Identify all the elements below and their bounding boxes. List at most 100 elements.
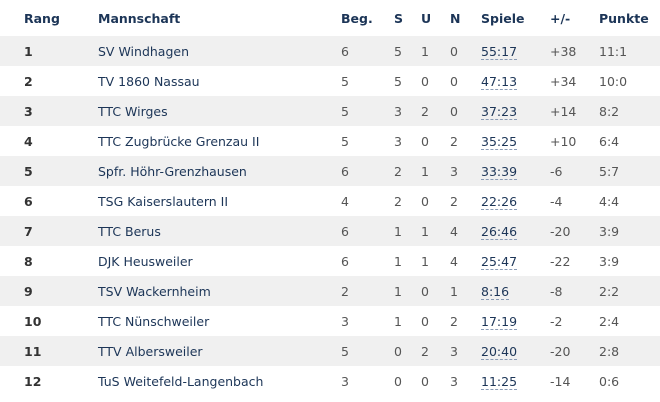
cell-spiele: 22:26 [481,186,550,216]
cell-diff: +38 [550,43,577,59]
cell-punkte: 3:9 [599,223,620,239]
table-row: 4 TTC Zugbrücke Grenzau II 5 3 0 2 35:25 +10 6:4 [0,126,660,156]
cell-punkte: 11:1 [599,43,628,59]
cell-n: 4 [450,223,458,239]
cell-s: 0 [394,373,402,389]
cell-u: 1 [421,223,429,239]
cell-s: 0 [394,343,402,359]
table-row: 7 TTC Berus 6 1 1 4 26:46 -20 3:9 [0,216,660,246]
header-spiele: Spiele [481,10,525,26]
cell-u: 0 [421,283,429,299]
header-row: Rang Mannschaft Beg. S U N Spiele +/- Punkte [0,0,660,36]
cell-beg: 6 [341,253,349,269]
cell-team: TTV Albersweiler [98,343,203,359]
cell-punkte: 0:6 [599,373,620,389]
table-row: 2 TV 1860 Nassau 5 5 0 0 47:13 +34 10:0 [0,66,660,96]
cell-rang: 11 [24,343,42,359]
cell-team: TTC Berus [98,223,161,239]
cell-rang: 5 [24,163,33,179]
spiele-link[interactable]: 25:47 [481,253,518,270]
cell-beg: 3 [341,313,349,329]
cell-n: 0 [450,73,458,89]
table-row: 10 TTC Nünschweiler 3 1 0 2 17:19 -2 2:4 [0,306,660,336]
cell-s: 2 [394,163,402,179]
cell-n: 2 [450,193,458,209]
spiele-link[interactable]: 33:39 [481,163,518,180]
cell-diff: -20 [550,343,571,359]
cell-u: 2 [421,103,429,119]
cell-rang: 1 [24,43,33,59]
cell-spiele: 35:25 [481,126,550,156]
table-row: 1 SV Windhagen 6 5 1 0 55:17 +38 11:1 [0,36,660,66]
cell-s: 5 [394,43,402,59]
cell-team: Spfr. Höhr-Grenzhausen [98,163,247,179]
cell-rang: 2 [24,73,33,89]
cell-u: 0 [421,133,429,149]
cell-n: 3 [450,163,458,179]
cell-beg: 6 [341,163,349,179]
spiele-link[interactable]: 26:46 [481,223,518,240]
cell-spiele: 37:23 [481,96,550,126]
cell-rang: 3 [24,103,33,119]
cell-team: TSV Wackernheim [98,283,211,299]
table-row: 9 TSV Wackernheim 2 1 0 1 8:16 -8 2:2 [0,276,660,306]
table-row: 3 TTC Wirges 5 3 2 0 37:23 +14 8:2 [0,96,660,126]
cell-team: TTC Nünschweiler [98,313,210,329]
cell-punkte: 3:9 [599,253,620,269]
cell-spiele: 8:16 [481,276,550,306]
spiele-link[interactable]: 17:19 [481,313,518,330]
cell-n: 4 [450,253,458,269]
cell-spiele: 33:39 [481,156,550,186]
cell-punkte: 2:2 [599,283,620,299]
spiele-link[interactable]: 55:17 [481,43,518,60]
header-diff: +/- [550,10,571,26]
spiele-link[interactable]: 37:23 [481,103,518,120]
header-s: S [394,10,404,26]
cell-u: 0 [421,373,429,389]
cell-diff: -6 [550,163,563,179]
table-row: 5 Spfr. Höhr-Grenzhausen 6 2 1 3 33:39 -6 5:7 [0,156,660,186]
table-row: 11 TTV Albersweiler 5 0 2 3 20:40 -20 2:8 [0,336,660,366]
cell-beg: 5 [341,343,349,359]
cell-team: TTC Zugbrücke Grenzau II [98,133,260,149]
spiele-link[interactable]: 20:40 [481,343,518,360]
cell-s: 2 [394,193,402,209]
cell-s: 1 [394,223,402,239]
cell-diff: +10 [550,133,577,149]
header-rang: Rang [24,10,60,26]
cell-rang: 10 [24,313,42,329]
cell-diff: -4 [550,193,563,209]
cell-rang: 6 [24,193,33,209]
spiele-link[interactable]: 35:25 [481,133,518,150]
cell-s: 3 [394,103,402,119]
header-u: U [421,10,432,26]
cell-punkte: 2:8 [599,343,620,359]
cell-team: DJK Heusweiler [98,253,193,269]
cell-rang: 12 [24,373,42,389]
cell-beg: 5 [341,73,349,89]
cell-u: 0 [421,193,429,209]
spiele-link[interactable]: 47:13 [481,73,518,90]
cell-team: TV 1860 Nassau [98,73,200,89]
cell-team: TuS Weitefeld-Langenbach [98,373,264,389]
spiele-link[interactable]: 22:26 [481,193,518,210]
spiele-link[interactable]: 11:25 [481,373,518,390]
cell-u: 1 [421,253,429,269]
cell-punkte: 2:4 [599,313,620,329]
table-row: 8 DJK Heusweiler 6 1 1 4 25:47 -22 3:9 [0,246,660,276]
cell-beg: 6 [341,223,349,239]
cell-s: 1 [394,253,402,269]
cell-diff: -14 [550,373,571,389]
cell-n: 2 [450,133,458,149]
cell-beg: 3 [341,373,349,389]
cell-team: TTC Wirges [98,103,168,119]
cell-s: 5 [394,73,402,89]
spiele-link[interactable]: 8:16 [481,283,510,300]
cell-n: 2 [450,313,458,329]
cell-u: 0 [421,73,429,89]
cell-spiele: 20:40 [481,336,550,366]
cell-diff: -2 [550,313,563,329]
cell-n: 1 [450,283,458,299]
cell-spiele: 11:25 [481,366,550,396]
